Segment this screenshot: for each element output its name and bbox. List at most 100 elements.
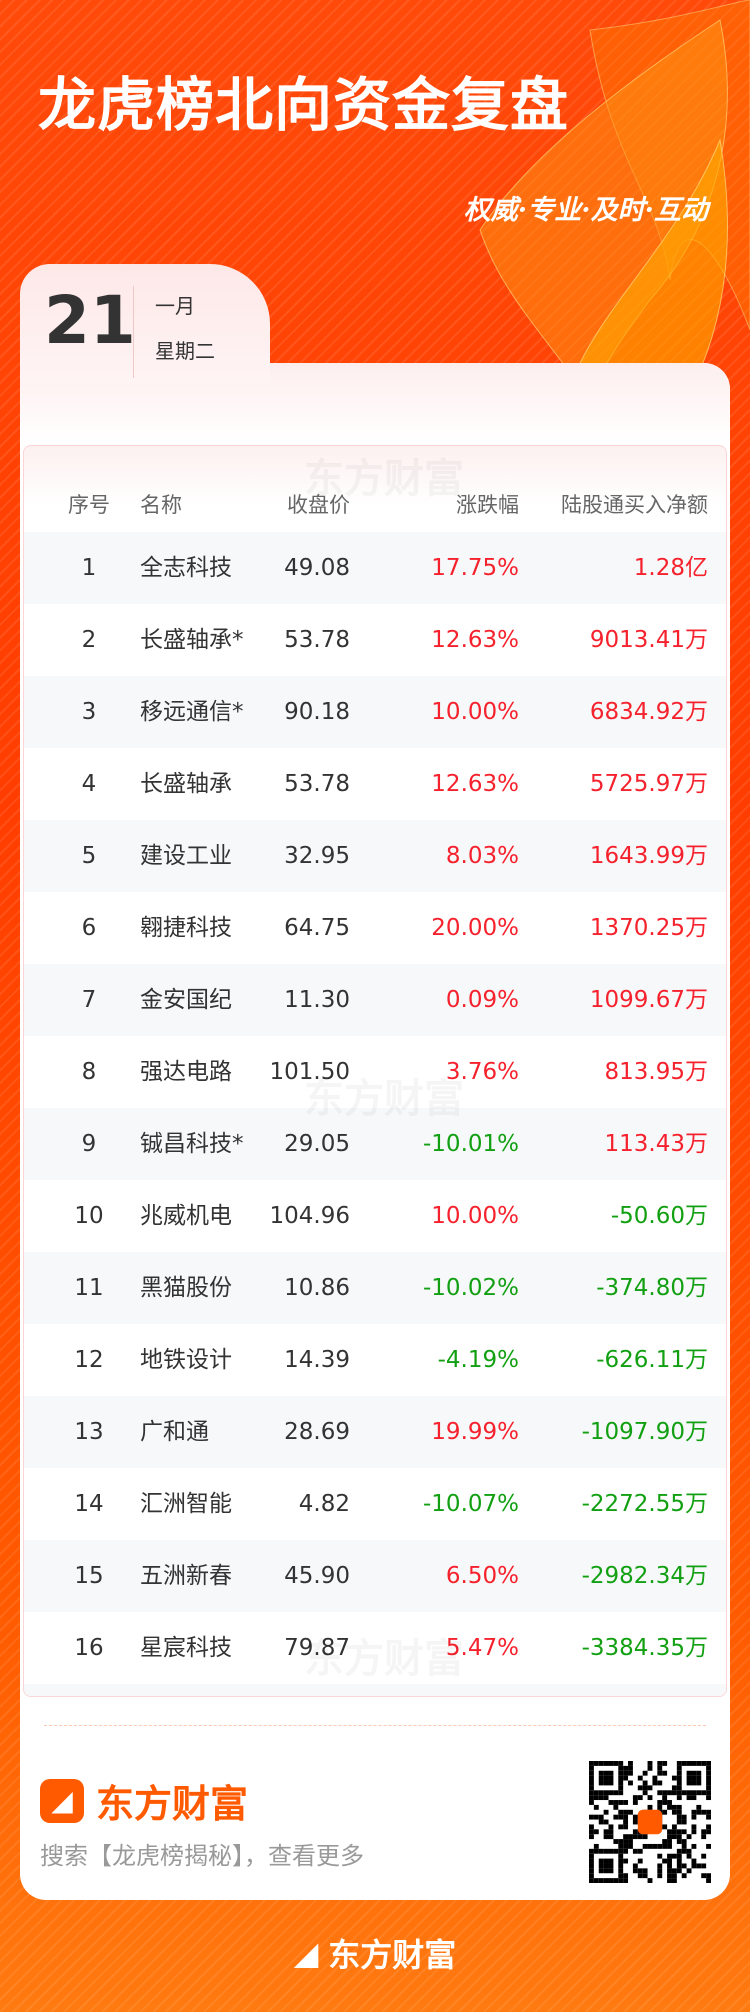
- row-index: 11: [74, 1275, 104, 1301]
- row-index: 1: [81, 555, 97, 581]
- stock-name: 翱捷科技: [140, 915, 232, 941]
- row-index: 13: [74, 1419, 104, 1445]
- table-row[interactable]: 2 长盛轴承* 53.78 12.63% 9013.41万: [24, 604, 726, 676]
- row-index: 9: [81, 1131, 97, 1157]
- net-buy: -2272.55万: [581, 1491, 708, 1517]
- change-pct: 20.00%: [431, 915, 519, 941]
- close-price: 104.96: [269, 1203, 350, 1229]
- change-pct: 19.99%: [431, 1684, 519, 1696]
- stock-name: 长盛轴承: [140, 771, 232, 797]
- net-buy: 1.28亿: [633, 555, 708, 581]
- table-row[interactable]: 14 汇洲智能 4.82 -10.07% -2272.55万: [24, 1468, 726, 1540]
- table-row[interactable]: 13 广和通 28.69 19.99% -1097.90万: [24, 1396, 726, 1468]
- net-buy: 1643.99万: [589, 843, 708, 869]
- net-buy: 1099.67万: [589, 987, 708, 1013]
- close-price: 29.05: [284, 1131, 350, 1157]
- close-price: 49.08: [284, 555, 350, 581]
- table-row[interactable]: 6 翱捷科技 64.75 20.00% 1370.25万: [24, 892, 726, 964]
- col-close: 收盘价: [287, 493, 350, 517]
- change-pct: 10.00%: [431, 1203, 519, 1229]
- row-index: 4: [81, 771, 97, 797]
- row-index: 5: [81, 843, 97, 869]
- row-index: 14: [74, 1491, 104, 1517]
- close-price: 79.87: [284, 1635, 350, 1661]
- stock-name: 星宸科技: [140, 1635, 232, 1661]
- stock-name: 强达电路: [140, 1059, 232, 1085]
- watermark: 东方财富: [304, 1066, 464, 1124]
- table-row[interactable]: 3 移远通信* 90.18 10.00% 6834.92万: [24, 676, 726, 748]
- table-row[interactable]: 16 星宸科技 79.87 5.47% -3384.35万: [24, 1612, 726, 1684]
- eastmoney-logo-icon: ◢: [40, 1778, 84, 1823]
- net-buy: -1.17亿: [625, 1684, 708, 1696]
- stock-name: 广和通: [140, 1419, 209, 1445]
- stock-name: 广和通*: [140, 1684, 221, 1696]
- table-row[interactable]: 5 建设工业 32.95 8.03% 1643.99万: [24, 820, 726, 892]
- table-row[interactable]: 9 铖昌科技* 29.05 -10.01% 113.43万: [24, 1108, 726, 1180]
- stock-name: 移远通信*: [140, 699, 244, 725]
- stock-name: 全志科技: [140, 555, 232, 581]
- watermark: 东方财富: [304, 446, 464, 504]
- table-row[interactable]: 11 黑猫股份 10.86 -10.02% -374.80万: [24, 1252, 726, 1324]
- close-price: 45.90: [284, 1563, 350, 1589]
- close-price: 53.78: [284, 627, 350, 653]
- qr-code-icon[interactable]: [589, 1761, 711, 1883]
- watermark: 东方财富: [304, 1626, 464, 1684]
- change-pct: 12.63%: [431, 627, 519, 653]
- change-pct: -4.19%: [437, 1347, 519, 1373]
- stock-name: 铖昌科技*: [140, 1131, 244, 1157]
- date-tab: [20, 264, 270, 384]
- date-month: 一月: [155, 294, 195, 318]
- close-price: 53.78: [284, 771, 350, 797]
- net-buy: 5725.97万: [589, 771, 708, 797]
- row-index: 12: [74, 1347, 104, 1373]
- change-pct: -10.07%: [423, 1491, 519, 1517]
- change-pct: 5.47%: [445, 1635, 519, 1661]
- net-buy: -1097.90万: [581, 1419, 708, 1445]
- stock-name: 地铁设计: [140, 1347, 232, 1373]
- table-row[interactable]: 15 五洲新春 45.90 6.50% -2982.34万: [24, 1540, 726, 1612]
- net-buy: 1370.25万: [589, 915, 708, 941]
- net-buy: 113.43万: [604, 1131, 708, 1157]
- table-row[interactable]: 17 广和通* 28.69 19.99% -1.17亿: [24, 1684, 726, 1696]
- close-price: 28.69: [284, 1419, 350, 1445]
- table-row[interactable]: 12 地铁设计 14.39 -4.19% -626.11万: [24, 1324, 726, 1396]
- slogan: 权威·专业·及时·互动: [463, 195, 708, 226]
- close-price: 90.18: [284, 699, 350, 725]
- brand: ◢ 东方财富: [40, 1773, 248, 1828]
- row-index: 15: [74, 1563, 104, 1589]
- table-row[interactable]: 8 强达电路 101.50 3.76% 813.95万: [24, 1036, 726, 1108]
- change-pct: -10.01%: [423, 1131, 519, 1157]
- change-pct: 8.03%: [445, 843, 519, 869]
- stock-name: 汇洲智能: [140, 1491, 232, 1517]
- table-row[interactable]: 1 全志科技 49.08 17.75% 1.28亿: [24, 532, 726, 604]
- net-buy: -374.80万: [596, 1275, 708, 1301]
- table-row[interactable]: 4 长盛轴承 53.78 12.63% 5725.97万: [24, 748, 726, 820]
- change-pct: 10.00%: [431, 699, 519, 725]
- net-buy: -3384.35万: [581, 1635, 708, 1661]
- table-header: 序号 名称 收盘价 涨跌幅 陆股通买入净额: [24, 478, 726, 532]
- bottom-brand: ◢ 东方财富: [0, 1930, 750, 1976]
- stock-name: 金安国纪: [140, 987, 232, 1013]
- net-buy: 6834.92万: [589, 699, 708, 725]
- stock-name: 五洲新春: [140, 1563, 232, 1589]
- table-row[interactable]: 7 金安国纪 11.30 0.09% 1099.67万: [24, 964, 726, 1036]
- close-price: 101.50: [269, 1059, 350, 1085]
- change-pct: 3.76%: [445, 1059, 519, 1085]
- change-pct: 19.99%: [431, 1419, 519, 1445]
- row-index: 6: [81, 915, 97, 941]
- close-price: 4.82: [298, 1491, 350, 1517]
- change-pct: 6.50%: [445, 1563, 519, 1589]
- col-net-buy: 陆股通买入净额: [561, 493, 708, 517]
- stock-name: 长盛轴承*: [140, 627, 244, 653]
- row-index: 10: [74, 1203, 104, 1229]
- table-row[interactable]: 10 兆威机电 104.96 10.00% -50.60万: [24, 1180, 726, 1252]
- eastmoney-logo-icon: ◢: [293, 1934, 319, 1972]
- row-index: 17: [54, 1684, 124, 1696]
- close-price: 14.39: [284, 1347, 350, 1373]
- row-index: 7: [81, 987, 97, 1013]
- search-hint: 搜索【龙虎榜揭秘】，查看更多: [40, 1842, 364, 1870]
- stock-name: 建设工业: [140, 843, 232, 869]
- date-day: 21: [44, 282, 136, 359]
- row-index: 8: [81, 1059, 97, 1085]
- date-weekday: 星期二: [155, 339, 215, 363]
